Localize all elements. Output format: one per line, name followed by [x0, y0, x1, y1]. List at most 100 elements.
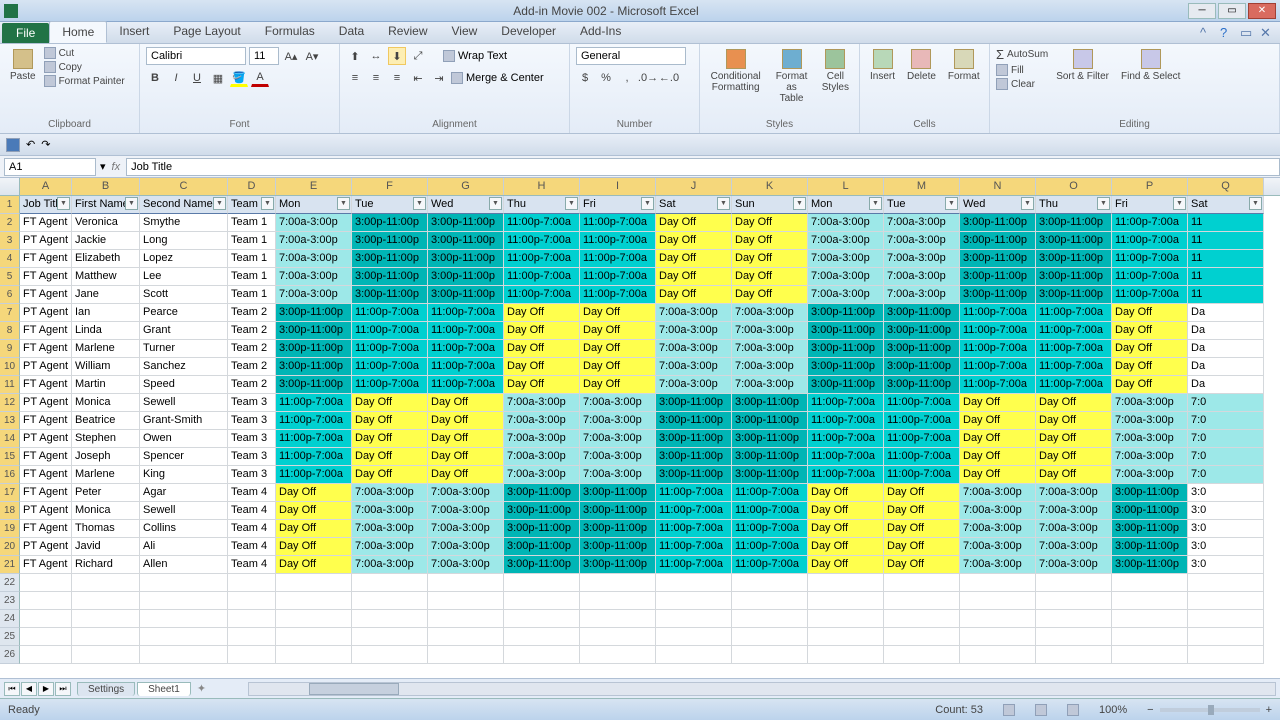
table-cell[interactable]: PT Agent	[20, 538, 72, 556]
table-cell[interactable]: 7:00a-3:00p	[656, 322, 732, 340]
empty-cell[interactable]	[276, 574, 352, 592]
table-cell[interactable]: 7:00a-3:00p	[504, 466, 580, 484]
spreadsheet-grid[interactable]: ABCDEFGHIJKLMNOPQ 1234567891011121314151…	[0, 178, 1280, 678]
table-cell[interactable]: 7:00a-3:00p	[428, 484, 504, 502]
table-cell[interactable]: 7:0	[1188, 430, 1264, 448]
table-cell[interactable]: 7:00a-3:00p	[504, 394, 580, 412]
empty-cell[interactable]	[276, 628, 352, 646]
empty-cell[interactable]	[732, 592, 808, 610]
table-cell[interactable]: 7:00a-3:00p	[808, 232, 884, 250]
table-cell[interactable]: Owen	[140, 430, 228, 448]
table-cell[interactable]: Day Off	[656, 232, 732, 250]
empty-cell[interactable]	[20, 592, 72, 610]
row-header[interactable]: 2	[0, 214, 20, 232]
table-cell[interactable]: 3:00p-11:00p	[808, 358, 884, 376]
table-cell[interactable]: 11:00p-7:00a	[504, 214, 580, 232]
table-cell[interactable]: Team 3	[228, 430, 276, 448]
table-cell[interactable]: 7:00a-3:00p	[580, 412, 656, 430]
column-header[interactable]: P	[1112, 178, 1188, 195]
filter-dropdown-icon[interactable]: ▼	[717, 197, 730, 210]
sheet-nav-prev-icon[interactable]: ◀	[21, 682, 37, 696]
table-cell[interactable]: Day Off	[884, 484, 960, 502]
format-cells-button[interactable]: Format	[944, 47, 984, 84]
table-cell[interactable]: Elizabeth	[72, 250, 140, 268]
empty-cell[interactable]	[504, 610, 580, 628]
table-cell[interactable]: 11:00p-7:00a	[884, 430, 960, 448]
font-size-select[interactable]: 11	[249, 47, 279, 65]
table-cell[interactable]: 3:00p-11:00p	[1036, 232, 1112, 250]
empty-cell[interactable]	[20, 574, 72, 592]
row-header[interactable]: 24	[0, 610, 20, 628]
table-cell[interactable]: 7:00a-3:00p	[428, 556, 504, 574]
table-cell[interactable]: Joseph	[72, 448, 140, 466]
new-sheet-icon[interactable]: ✦	[197, 682, 206, 695]
sheet-nav-first-icon[interactable]: ⏮	[4, 682, 20, 696]
table-cell[interactable]: 11:00p-7:00a	[428, 322, 504, 340]
table-cell[interactable]: 11:00p-7:00a	[656, 520, 732, 538]
ribbon-tab-home[interactable]: Home	[49, 21, 107, 43]
empty-cell[interactable]	[504, 646, 580, 664]
table-cell[interactable]: Day Off	[656, 250, 732, 268]
table-cell[interactable]: 3:00p-11:00p	[428, 232, 504, 250]
table-cell[interactable]: Collins	[140, 520, 228, 538]
empty-cell[interactable]	[228, 628, 276, 646]
table-cell[interactable]: 11:00p-7:00a	[352, 340, 428, 358]
table-cell[interactable]: Javid	[72, 538, 140, 556]
table-cell[interactable]: Day Off	[656, 268, 732, 286]
zoom-in-icon[interactable]: +	[1266, 704, 1272, 716]
table-cell[interactable]: 3:00p-11:00p	[656, 466, 732, 484]
empty-cell[interactable]	[140, 574, 228, 592]
table-header-cell[interactable]: Wed▼	[428, 196, 504, 214]
table-header-cell[interactable]: Thu▼	[504, 196, 580, 214]
table-cell[interactable]: 11:00p-7:00a	[276, 448, 352, 466]
table-cell[interactable]: 7:00a-3:00p	[276, 232, 352, 250]
table-cell[interactable]: 11:00p-7:00a	[276, 412, 352, 430]
row-header[interactable]: 12	[0, 394, 20, 412]
filter-dropdown-icon[interactable]: ▼	[945, 197, 958, 210]
table-cell[interactable]: 7:00a-3:00p	[1112, 412, 1188, 430]
table-cell[interactable]: 7:00a-3:00p	[352, 556, 428, 574]
clear-button[interactable]: Clear	[996, 78, 1048, 90]
table-cell[interactable]: Day Off	[808, 502, 884, 520]
empty-cell[interactable]	[72, 592, 140, 610]
table-cell[interactable]: Da	[1188, 340, 1264, 358]
empty-cell[interactable]	[504, 628, 580, 646]
align-left-icon[interactable]: ≡	[346, 69, 364, 87]
table-cell[interactable]: Day Off	[884, 502, 960, 520]
table-cell[interactable]: 3:00p-11:00p	[504, 556, 580, 574]
table-cell[interactable]: 11	[1188, 268, 1264, 286]
empty-cell[interactable]	[1112, 610, 1188, 628]
table-cell[interactable]: Grant	[140, 322, 228, 340]
table-cell[interactable]: 11:00p-7:00a	[428, 304, 504, 322]
table-cell[interactable]: 3:00p-11:00p	[352, 268, 428, 286]
table-cell[interactable]: 3:00p-11:00p	[960, 250, 1036, 268]
table-cell[interactable]: 7:00a-3:00p	[1112, 466, 1188, 484]
table-cell[interactable]: 7:00a-3:00p	[580, 430, 656, 448]
table-cell[interactable]: 11:00p-7:00a	[884, 394, 960, 412]
table-cell[interactable]: Day Off	[732, 268, 808, 286]
table-cell[interactable]: Day Off	[1036, 412, 1112, 430]
empty-cell[interactable]	[428, 628, 504, 646]
decrease-font-icon[interactable]: A▾	[303, 47, 321, 65]
empty-cell[interactable]	[960, 592, 1036, 610]
table-cell[interactable]: 11:00p-7:00a	[580, 214, 656, 232]
table-cell[interactable]: Sewell	[140, 394, 228, 412]
table-cell[interactable]: 7:00a-3:00p	[808, 214, 884, 232]
table-cell[interactable]: FT Agent	[20, 556, 72, 574]
table-cell[interactable]: 11:00p-7:00a	[656, 538, 732, 556]
empty-cell[interactable]	[884, 628, 960, 646]
name-box-dropdown-icon[interactable]: ▾	[100, 160, 106, 173]
cut-button[interactable]: Cut	[44, 47, 125, 59]
empty-cell[interactable]	[580, 646, 656, 664]
empty-cell[interactable]	[884, 610, 960, 628]
filter-dropdown-icon[interactable]: ▼	[213, 197, 226, 210]
table-cell[interactable]: Day Off	[960, 466, 1036, 484]
fill-color-button[interactable]: 🪣	[230, 69, 248, 87]
file-tab[interactable]: File	[2, 23, 49, 43]
empty-cell[interactable]	[72, 628, 140, 646]
empty-cell[interactable]	[580, 592, 656, 610]
table-cell[interactable]: 11:00p-7:00a	[352, 304, 428, 322]
table-cell[interactable]: 7:00a-3:00p	[960, 520, 1036, 538]
view-pagebreak-icon[interactable]	[1067, 704, 1079, 716]
table-cell[interactable]: Team 1	[228, 268, 276, 286]
